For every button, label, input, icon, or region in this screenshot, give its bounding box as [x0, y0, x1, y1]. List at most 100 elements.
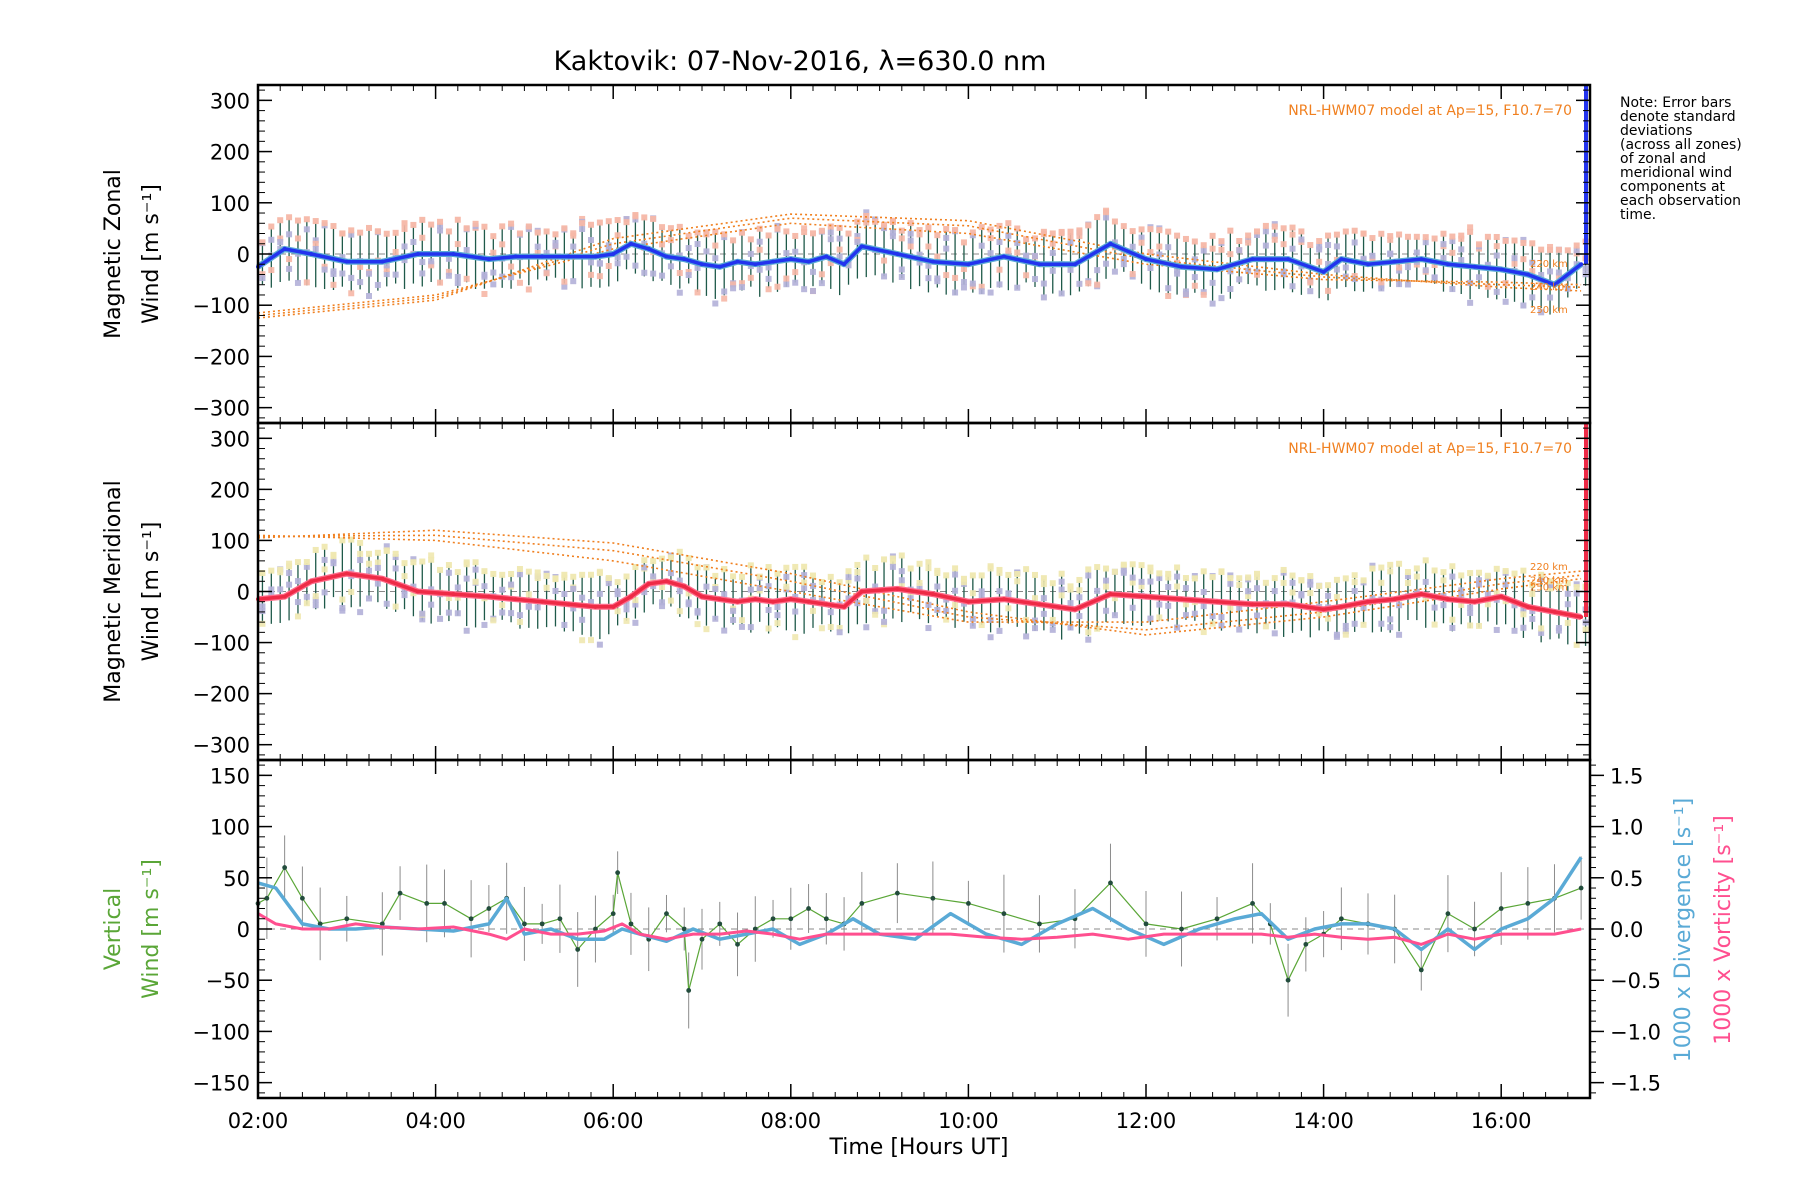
zone-point [659, 603, 666, 610]
vertical-wind-point [686, 988, 692, 993]
mean-wind-point [309, 252, 314, 256]
zone-point [1547, 246, 1554, 253]
zone-point [765, 286, 772, 293]
zone-point [339, 537, 346, 544]
zone-point [1156, 243, 1163, 250]
zone-point [1378, 285, 1385, 292]
zone-point [943, 607, 950, 614]
zone-point [1076, 576, 1083, 583]
zone-point [730, 285, 737, 292]
zone-point [1555, 269, 1562, 276]
zone-point [996, 266, 1003, 273]
zone-point [321, 566, 328, 573]
zone-point [1325, 287, 1332, 294]
zone-point [1111, 239, 1118, 246]
zone-point [1360, 230, 1367, 237]
zone-point [1476, 622, 1482, 629]
zone-point [481, 223, 488, 230]
y-tick-label: 0 [237, 918, 250, 942]
zone-point [1182, 291, 1189, 298]
zone-point [1369, 595, 1376, 602]
zone-point [1493, 626, 1500, 633]
zone-point [1040, 610, 1047, 617]
zone-point [499, 241, 506, 248]
zone-point [1467, 604, 1474, 611]
zone-point [916, 579, 923, 586]
zone-point [1236, 276, 1243, 283]
zone-point [490, 269, 497, 276]
zone-point [1547, 294, 1554, 301]
mean-wind-point [1321, 269, 1326, 274]
zone-point [357, 263, 364, 270]
zone-point [960, 239, 967, 246]
zone-point [730, 573, 737, 580]
zone-point [1564, 285, 1571, 292]
zone-point [516, 612, 523, 619]
zone-point [712, 586, 719, 593]
zone-point [1289, 589, 1296, 596]
vertical-wind-point [628, 921, 634, 927]
zone-point [1289, 283, 1296, 290]
zone-point [1174, 267, 1181, 274]
zone-point [357, 550, 364, 557]
zone-point [1449, 238, 1456, 245]
zone-point [490, 249, 497, 256]
zone-point [836, 235, 843, 242]
zone-point [534, 569, 541, 576]
altitude-label: 240 km [1530, 282, 1568, 293]
zone-point [1005, 590, 1012, 597]
vertical-wind-point [681, 926, 687, 932]
zone-point [969, 572, 976, 579]
zone-point [1085, 280, 1092, 287]
zone-point [437, 279, 444, 286]
zone-point [357, 229, 364, 236]
zone-point [676, 548, 683, 555]
vertical-wind-point [859, 900, 865, 906]
mean-wind-point [451, 252, 456, 256]
y-tick-label: 300 [210, 89, 250, 113]
zone-point [1094, 564, 1101, 571]
mean-wind-point [735, 599, 740, 604]
zone-point [1360, 577, 1367, 584]
zone-point [321, 220, 328, 227]
zone-point [1333, 576, 1340, 583]
mean-wind-point [513, 254, 518, 259]
zone-point [1520, 256, 1527, 263]
zone-point [1351, 588, 1358, 595]
zone-point [623, 600, 630, 607]
zone-point [579, 637, 586, 644]
zone-point [703, 229, 710, 236]
zone-point [357, 539, 364, 546]
zone-point [472, 220, 479, 227]
vertical-wind-point [806, 906, 811, 911]
zone-point [1573, 584, 1580, 591]
mean-wind-point [895, 586, 900, 591]
mean-wind-point [1001, 597, 1006, 602]
zone-point [996, 239, 1003, 246]
zone-point [863, 597, 870, 604]
zone-point [596, 273, 603, 280]
zone-point [1538, 309, 1545, 316]
zone-point [1555, 273, 1562, 280]
zone-point [659, 224, 666, 231]
vertical-wind-point [1179, 926, 1184, 932]
zone-point [1422, 557, 1429, 564]
zone-point [1387, 233, 1394, 240]
zone-point [1378, 579, 1385, 586]
mean-wind-point [1419, 257, 1424, 262]
zone-point [1165, 228, 1172, 235]
zone-point [1156, 614, 1163, 621]
zone-point [1404, 573, 1411, 580]
zone-point [881, 556, 888, 563]
zone-point [259, 275, 266, 282]
zone-point [721, 627, 728, 634]
zone-point [1049, 267, 1056, 274]
zone-point [410, 590, 417, 597]
mean-wind-point [1445, 262, 1450, 267]
zone-point [1254, 231, 1260, 238]
zone-point [1449, 233, 1456, 240]
zone-point [1245, 232, 1252, 239]
zone-point [1307, 590, 1314, 597]
zone-point [294, 217, 301, 224]
zone-point [1005, 247, 1012, 254]
